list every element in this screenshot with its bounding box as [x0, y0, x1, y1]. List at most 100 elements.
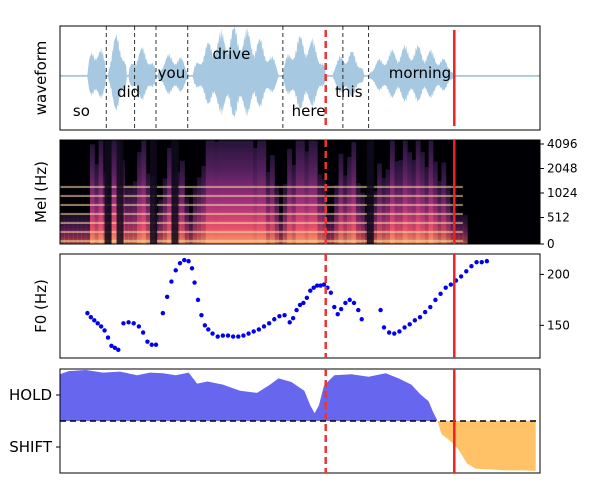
f0-point — [347, 297, 352, 303]
f0-point — [392, 331, 397, 336]
f0-point — [287, 320, 292, 325]
f0-point — [160, 310, 166, 316]
f0-point — [85, 310, 90, 316]
f0-point — [195, 297, 201, 303]
word-label: you — [158, 64, 186, 82]
f0-point — [397, 329, 402, 334]
f0-point — [241, 333, 246, 338]
f0-point — [145, 339, 150, 344]
mel-ytick-label: 512 — [547, 211, 570, 225]
mel-panel: Mel (Hz) 0 512 1024 2048 4096 — [32, 137, 578, 251]
mel-ylabel: Mel (Hz) — [32, 161, 50, 223]
f0-point — [266, 321, 272, 326]
word-label: here — [292, 102, 326, 120]
time-markers — [324, 30, 456, 473]
f0-point — [343, 300, 348, 306]
f0-ylabel: F0 (Hz) — [32, 279, 50, 333]
f0-frame — [59, 253, 541, 359]
f0-point — [192, 280, 197, 285]
f0-panel: F0 (Hz) 150 200 — [32, 253, 570, 359]
f0-point — [92, 318, 97, 323]
f0-point — [479, 259, 484, 265]
f0-point — [422, 309, 428, 315]
f0-point — [311, 285, 316, 290]
f0-point — [261, 324, 267, 329]
f0-point — [321, 282, 327, 287]
f0-point — [359, 317, 364, 322]
f0-point — [448, 282, 454, 287]
f0-point — [256, 327, 262, 332]
f0-point — [189, 266, 195, 271]
mel-ytick-label: 4096 — [547, 137, 578, 151]
f0-point — [153, 342, 159, 347]
f0-point — [177, 260, 183, 266]
mel-frame — [59, 139, 541, 245]
mel-silence-gap — [366, 140, 374, 244]
f0-point — [199, 312, 204, 318]
f0-point — [381, 325, 387, 330]
f0-point — [301, 300, 306, 306]
f0-point — [225, 333, 231, 338]
f0-point — [246, 331, 251, 336]
vap-panel: HOLD SHIFT — [9, 368, 541, 474]
mel-spectrogram — [60, 140, 468, 244]
f0-point — [230, 334, 236, 339]
f0-point — [95, 321, 100, 326]
f0-point — [220, 333, 226, 338]
f0-point — [126, 320, 131, 325]
vap-ytick-label: SHIFT — [9, 438, 53, 456]
mel-ytick-label: 0 — [547, 237, 555, 251]
f0-point — [484, 258, 490, 264]
f0-point — [149, 342, 154, 347]
f0-point — [251, 329, 256, 334]
f0-point — [328, 290, 334, 295]
f0-point — [402, 325, 407, 330]
f0-point — [474, 259, 479, 265]
f0-point — [182, 257, 187, 263]
word-label: this — [335, 83, 363, 101]
f0-point — [121, 321, 126, 326]
f0-point — [88, 315, 94, 320]
f0-point — [356, 307, 361, 313]
mel-column — [462, 214, 468, 244]
f0-point — [105, 335, 111, 340]
f0-point — [169, 279, 174, 284]
f0-point — [206, 327, 211, 332]
f0-point — [140, 330, 146, 335]
f0-point — [428, 304, 433, 310]
f0-point — [407, 322, 412, 327]
f0-point — [102, 328, 107, 333]
waveform-ylabel: waveform — [32, 41, 50, 116]
f0-point — [469, 264, 474, 269]
f0-yticks: 150 200 — [540, 267, 570, 332]
f0-point — [314, 283, 320, 288]
f0-point — [116, 347, 121, 353]
f0-point — [173, 268, 178, 273]
mel-yticks: 0 512 1024 2048 4096 — [540, 137, 578, 251]
word-label: drive — [212, 45, 250, 63]
f0-point — [272, 317, 277, 322]
vap-ytick-label: HOLD — [9, 386, 52, 404]
f0-point — [210, 331, 215, 336]
f0-point — [98, 324, 104, 329]
f0-point — [202, 323, 208, 328]
f0-ytick-label: 150 — [547, 318, 570, 332]
f0-point — [277, 313, 282, 319]
f0-point — [131, 321, 136, 326]
f0-point — [304, 295, 310, 301]
f0-point — [412, 318, 418, 323]
vap-yticks: HOLD SHIFT — [9, 386, 60, 456]
f0-point — [112, 345, 118, 351]
hold-area — [60, 370, 438, 421]
f0-point — [308, 288, 313, 293]
f0-point — [136, 324, 142, 329]
f0-point — [294, 307, 299, 313]
f0-point — [433, 297, 438, 303]
f0-point — [215, 334, 220, 339]
f0-point — [386, 330, 392, 335]
f0-point — [464, 269, 469, 274]
f0-point — [458, 274, 464, 279]
